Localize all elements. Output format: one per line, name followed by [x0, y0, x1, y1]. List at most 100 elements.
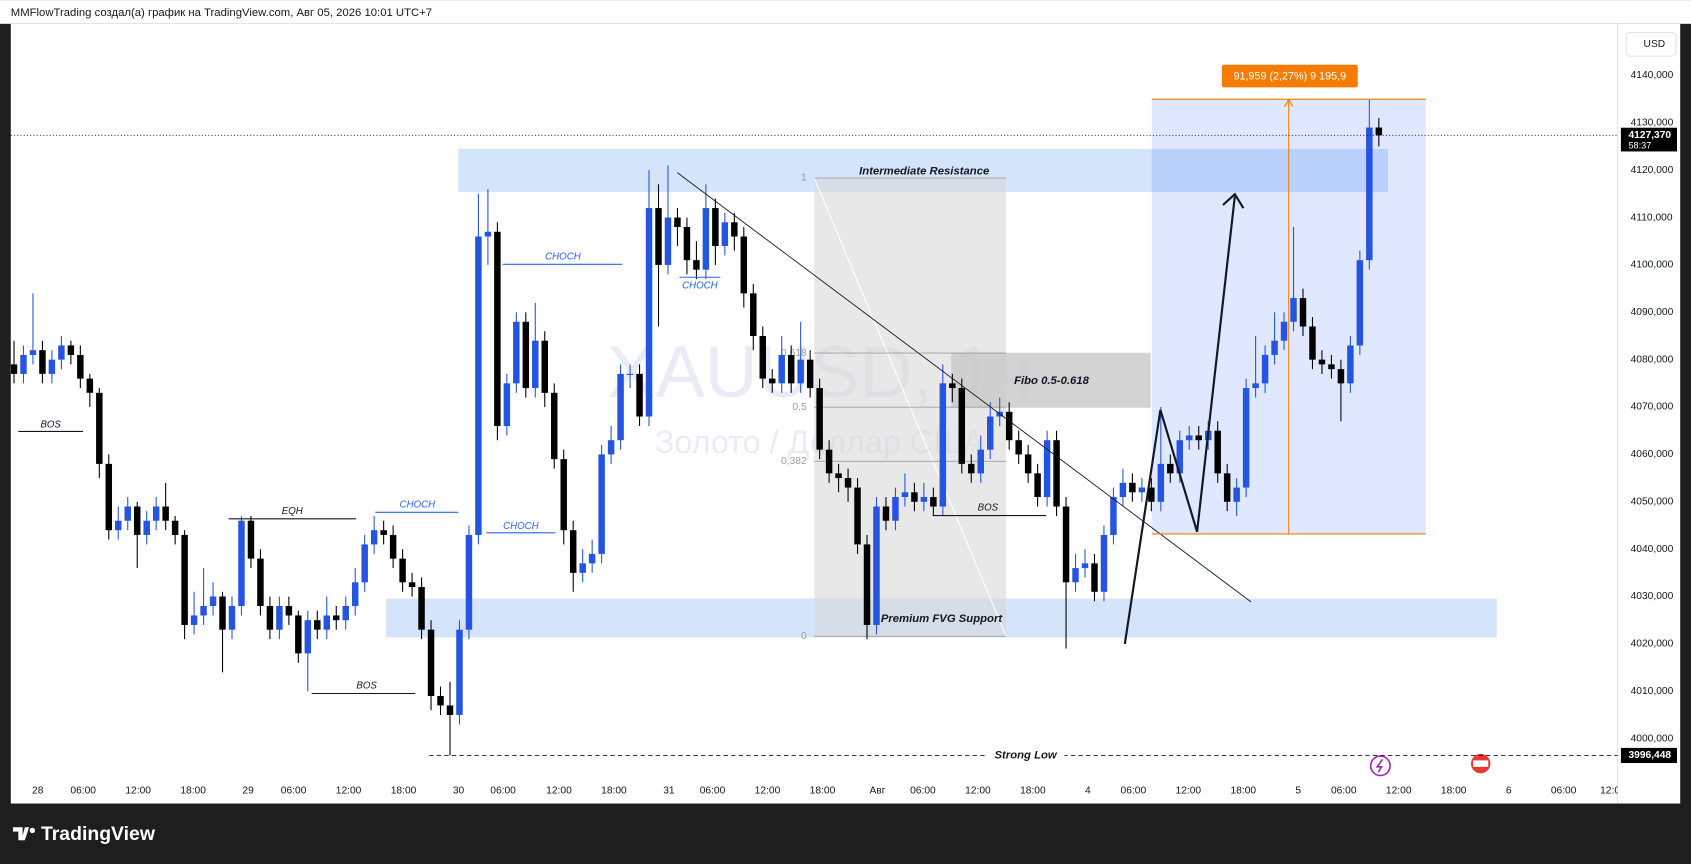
candle-body: [1366, 127, 1373, 261]
y-tick-label: 4080,000: [1631, 354, 1674, 365]
candle-body: [380, 530, 387, 535]
candle-body: [1043, 440, 1051, 498]
candle-body: [1309, 326, 1316, 360]
x-tick-label: 31: [663, 785, 675, 796]
candle-body: [1138, 487, 1146, 493]
candle-body: [162, 506, 169, 521]
x-tick-label: 12:00: [1600, 785, 1626, 796]
candle-body: [911, 492, 918, 502]
y-tick-label: 4090,000: [1631, 307, 1674, 318]
candle-body: [522, 321, 530, 389]
x-tick-label: 06:00: [910, 785, 936, 796]
x-tick-label: 12:00: [1386, 785, 1412, 796]
candle-body: [930, 497, 937, 507]
candle-body: [437, 695, 444, 706]
candle-body: [892, 497, 899, 521]
footer: TradingView: [12, 823, 156, 845]
x-tick-label: 06:00: [490, 785, 516, 796]
x-tick-label: 12:00: [965, 785, 991, 796]
y-tick-label: 4130,000: [1631, 118, 1674, 129]
candle-body: [418, 587, 425, 630]
x-tick-label: 18:00: [601, 785, 627, 796]
candle-body: [1328, 364, 1335, 370]
structure-label: CHOCH: [682, 280, 718, 291]
y-tick-label: 4070,000: [1631, 402, 1674, 413]
fib-label: 0,618: [781, 348, 807, 359]
countdown: 58:37: [1628, 140, 1651, 150]
candle-body: [1100, 534, 1108, 592]
candle-body: [1176, 440, 1184, 474]
candle-body: [219, 596, 226, 630]
candle-body: [181, 534, 188, 625]
zone-label: Premium FVG Support: [881, 613, 1004, 625]
x-tick-label: 18:00: [180, 785, 206, 796]
y-tick-label: 4110,000: [1631, 212, 1673, 223]
y-tick-label: 4050,000: [1631, 496, 1674, 507]
path-arrow: [1123, 196, 1236, 645]
x-tick-label: Авг: [869, 785, 885, 796]
candle-body: [1242, 388, 1250, 488]
y-tick-label: 4140,000: [1631, 70, 1674, 81]
candle-body: [190, 615, 198, 625]
candle-body: [1129, 482, 1136, 493]
candle-body: [20, 354, 27, 374]
candle-body: [1290, 298, 1297, 322]
candles: [10, 99, 1383, 756]
candle-body: [10, 364, 18, 374]
candle-body: [759, 335, 766, 379]
candle-body: [370, 530, 378, 545]
candle-body: [503, 383, 511, 426]
candle-body: [295, 615, 302, 654]
candle-body: [882, 506, 890, 521]
candle-body: [873, 506, 880, 625]
y-tick-label: 4120,000: [1631, 165, 1674, 176]
candle-body: [1024, 454, 1032, 474]
candle-body: [1186, 435, 1193, 441]
candle-body: [655, 208, 662, 265]
zone-label: Fibo 0.5-0.618: [1014, 375, 1090, 387]
x-tick-label: 30: [453, 785, 465, 796]
y-tick-label: 4060,000: [1631, 449, 1674, 460]
fib-label: 0,382: [781, 456, 807, 467]
zone-label: Intermediate Resistance: [859, 166, 989, 178]
fib-levels: 1 0,618 0,5 0,382 0: [781, 173, 1007, 642]
event-icon[interactable]: [1369, 755, 1391, 777]
candle-body: [1375, 127, 1383, 136]
structure-label: EQH: [282, 506, 303, 517]
candle-body: [152, 506, 160, 521]
x-tick-label: 12:00: [546, 785, 572, 796]
candle-body: [115, 520, 122, 531]
x-tick-label: 12:00: [1176, 785, 1202, 796]
candle-body: [1167, 463, 1174, 474]
candle-body: [200, 605, 207, 616]
candle-body: [133, 506, 141, 535]
candle-body: [920, 497, 928, 502]
x-tick-label: 18:00: [810, 785, 836, 796]
strong-low-text: Strong Low: [994, 749, 1057, 761]
x-tick-label: 06:00: [700, 785, 726, 796]
strong-low-box: [1620, 747, 1677, 764]
structure-label: CHOCH: [503, 521, 539, 532]
candle-body: [569, 530, 577, 573]
candle-body: [304, 620, 312, 654]
candle-body: [342, 605, 349, 621]
currency-button[interactable]: [1625, 31, 1677, 57]
candle-body: [1280, 321, 1288, 341]
y-tick-label: 4010,000: [1631, 686, 1674, 697]
candle-body: [693, 260, 700, 270]
candle-body: [1148, 487, 1155, 502]
header-bar: [0, 0, 1691, 24]
candle-body: [806, 359, 814, 389]
candle-body: [626, 373, 634, 375]
candle-body: [854, 487, 861, 545]
candle-body: [77, 354, 84, 379]
candle-body: [712, 208, 719, 246]
candle-body: [835, 473, 842, 479]
trend-line: [677, 172, 1252, 603]
candle-body: [1195, 435, 1202, 441]
candle-body: [48, 359, 56, 374]
candle-body: [1214, 430, 1221, 474]
candle-body: [465, 534, 473, 630]
y-tick-label: 4020,000: [1631, 639, 1674, 650]
